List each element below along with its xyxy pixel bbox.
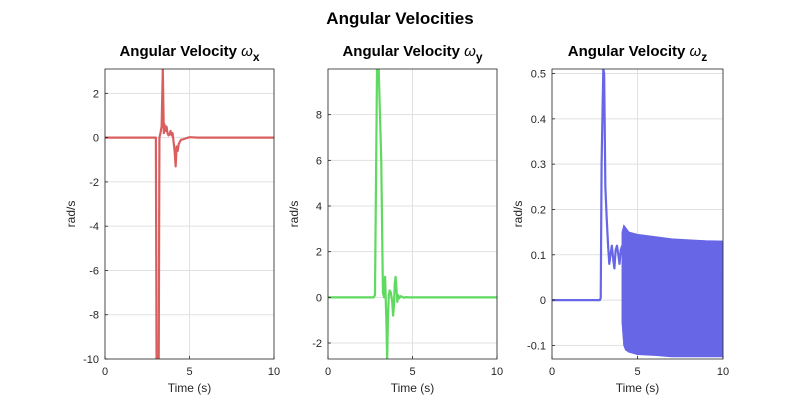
data-layer xyxy=(328,69,497,359)
y-tick-label: 8 xyxy=(316,110,322,122)
subplot-title-subscript: z xyxy=(701,50,707,64)
y-tick-label: -8 xyxy=(89,310,99,322)
y-tick-label: 0.4 xyxy=(531,114,546,126)
y-tick-label: 2 xyxy=(93,88,99,100)
x-axis-label: Time (s) xyxy=(391,381,435,395)
x-tick-label: 0 xyxy=(102,366,108,378)
y-tick-label: -10 xyxy=(83,354,99,366)
subplot-title-symbol: ω xyxy=(464,43,476,60)
subplot-omega-x: 0 5 10 -10 -8 -6 -4 -2 0 2 Time (s) rad/s Angular Ve… xyxy=(64,43,280,395)
x-axis-label: Time (s) xyxy=(616,381,660,395)
series-line xyxy=(552,69,624,302)
subplot-title-symbol: ω xyxy=(241,43,253,60)
data-layer xyxy=(105,69,274,359)
x-tick-label: 10 xyxy=(268,366,280,378)
y-tick-label: 0 xyxy=(316,292,322,304)
y-tick-label: 0 xyxy=(540,295,546,307)
subplot-title-text: Angular Velocity xyxy=(119,43,241,60)
subplot-title-text: Angular Velocity xyxy=(568,43,690,60)
x-tick-label: 0 xyxy=(325,366,331,378)
y-tick-label: 0.3 xyxy=(531,159,546,171)
x-axis-label: Time (s) xyxy=(168,381,212,395)
y-tick-label: -2 xyxy=(89,177,99,189)
x-tick-label: 10 xyxy=(717,366,729,378)
x-tick-label: 5 xyxy=(186,366,192,378)
subplot-title: Angular Velocity ωz xyxy=(568,43,707,64)
y-tick-label: -6 xyxy=(89,265,99,277)
subplot-omega-y: 0 5 10 -2 0 2 4 6 8 Time (s) rad/s Angular Velocity… xyxy=(287,43,503,395)
series-line xyxy=(328,69,497,359)
x-tick-label: 5 xyxy=(634,366,640,378)
subplot-omega-z: 0 5 10 -0.1 0 0.1 0.2 0.3 0.4 0.5 Time (s) rad/s Ang… xyxy=(511,43,729,395)
subplot-title-subscript: x xyxy=(253,50,260,64)
y-tick-label: 0.5 xyxy=(531,69,546,81)
subplot-title: Angular Velocity ωx xyxy=(119,43,259,64)
subplot-title-symbol: ω xyxy=(690,43,702,60)
figure-title: Angular Velocities xyxy=(326,9,473,28)
x-tick-label: 10 xyxy=(491,366,503,378)
x-tick-label: 0 xyxy=(549,366,555,378)
y-axis-label: rad/s xyxy=(64,201,78,228)
subplot-title-text: Angular Velocity xyxy=(342,43,464,60)
y-tick-label: 6 xyxy=(316,155,322,167)
subplot-title: Angular Velocity ωy xyxy=(342,43,482,64)
y-tick-label: 0.1 xyxy=(531,250,546,262)
y-tick-label: 2 xyxy=(316,247,322,259)
y-tick-label: 0 xyxy=(93,133,99,145)
y-axis-label: rad/s xyxy=(287,201,301,228)
data-layer xyxy=(552,69,723,358)
y-tick-label: -0.1 xyxy=(527,340,546,352)
y-axis-label: rad/s xyxy=(511,201,525,228)
series-line xyxy=(105,69,274,359)
subplot-title-subscript: y xyxy=(476,50,483,64)
y-tick-label: -2 xyxy=(312,338,322,350)
x-tick-label: 5 xyxy=(409,366,415,378)
y-tick-label: -4 xyxy=(89,221,99,233)
y-tick-label: 0.2 xyxy=(531,204,546,216)
oscillation-trace xyxy=(621,225,723,357)
y-tick-label: 4 xyxy=(316,201,322,213)
